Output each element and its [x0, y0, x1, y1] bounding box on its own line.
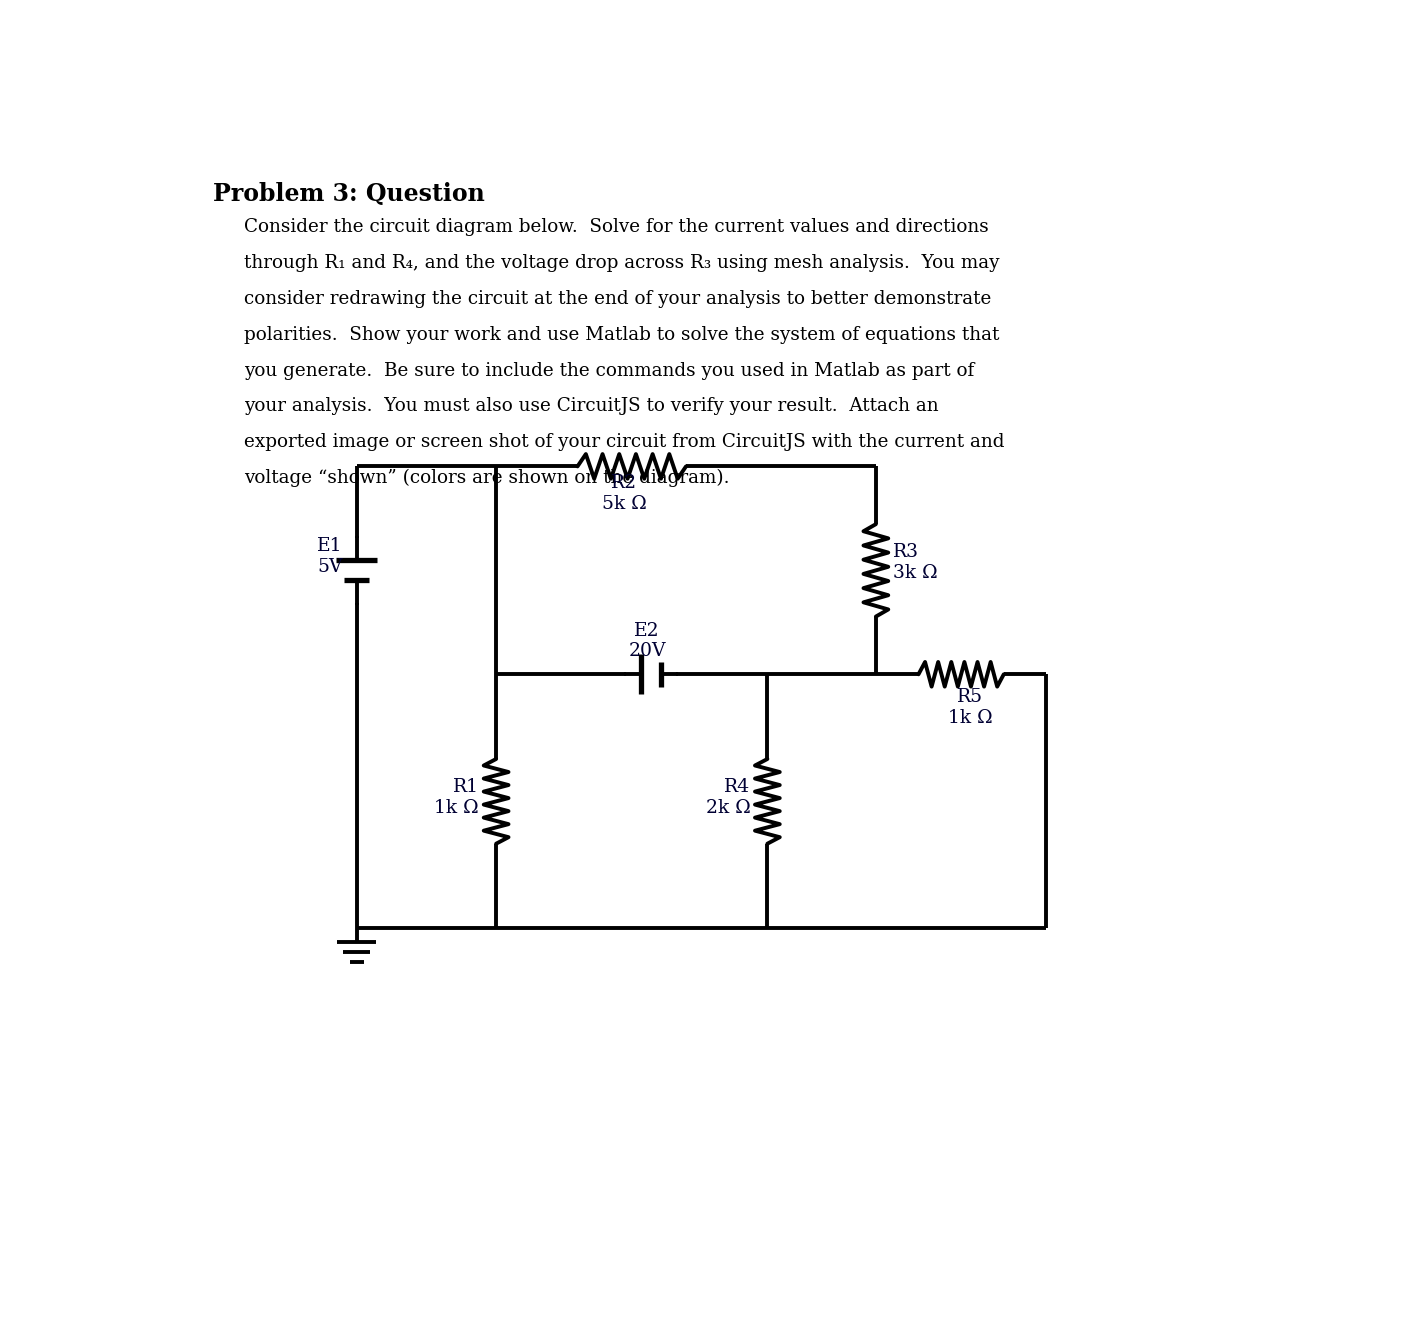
- Text: R4
2k Ω: R4 2k Ω: [705, 777, 751, 817]
- Text: E2
20V: E2 20V: [628, 622, 666, 660]
- Text: Problem 3: Question: Problem 3: Question: [213, 182, 485, 206]
- Text: R2
5k Ω: R2 5k Ω: [602, 474, 646, 513]
- Text: through R₁ and R₄, and the voltage drop across R₃ using mesh analysis.  You may: through R₁ and R₄, and the voltage drop …: [244, 255, 1000, 272]
- Text: R3
3k Ω: R3 3k Ω: [893, 544, 938, 582]
- Text: Consider the circuit diagram below.  Solve for the current values and directions: Consider the circuit diagram below. Solv…: [244, 219, 989, 236]
- Text: E1
5V: E1 5V: [317, 537, 342, 576]
- Text: R5
1k Ω: R5 1k Ω: [948, 688, 993, 727]
- Text: voltage “shown” (colors are shown on the diagram).: voltage “shown” (colors are shown on the…: [244, 469, 729, 487]
- Text: R1
1k Ω: R1 1k Ω: [434, 777, 479, 817]
- Text: your analysis.  You must also use CircuitJS to verify your result.  Attach an: your analysis. You must also use Circuit…: [244, 397, 939, 416]
- Text: you generate.  Be sure to include the commands you used in Matlab as part of: you generate. Be sure to include the com…: [244, 362, 975, 380]
- Text: polarities.  Show your work and use Matlab to solve the system of equations that: polarities. Show your work and use Matla…: [244, 326, 1000, 345]
- Text: exported image or screen shot of your circuit from CircuitJS with the current an: exported image or screen shot of your ci…: [244, 433, 1005, 451]
- Text: consider redrawing the circuit at the end of your analysis to better demonstrate: consider redrawing the circuit at the en…: [244, 290, 992, 308]
